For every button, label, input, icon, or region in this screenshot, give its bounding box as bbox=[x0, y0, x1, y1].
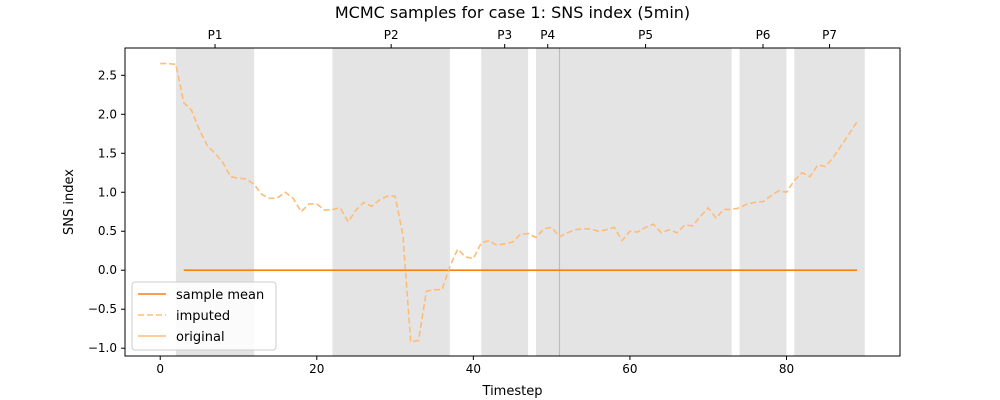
x-tick-label: 60 bbox=[622, 362, 637, 376]
period-band-p3 bbox=[481, 48, 529, 356]
period-label: P2 bbox=[384, 28, 399, 42]
period-label: P4 bbox=[540, 28, 555, 42]
plot-frame bbox=[124, 47, 901, 357]
period-label: P3 bbox=[497, 28, 512, 42]
period-band-p7 bbox=[794, 48, 865, 356]
y-tick-label: 2.0 bbox=[98, 107, 117, 121]
legend-label: original bbox=[176, 330, 225, 345]
x-axis: 0 20 40 60 80 bbox=[156, 356, 794, 376]
legend-label: imputed bbox=[176, 309, 230, 324]
x-tick-label: 20 bbox=[309, 362, 324, 376]
y-tick-label: 0.0 bbox=[98, 263, 117, 277]
period-label: P1 bbox=[208, 28, 223, 42]
chart-title: MCMC samples for case 1: SNS index (5min… bbox=[335, 3, 690, 22]
y-axis-label: SNS index bbox=[62, 169, 77, 235]
series-layer bbox=[160, 62, 858, 343]
y-tick-label: 2.5 bbox=[98, 68, 117, 82]
x-tick-label: 80 bbox=[779, 362, 794, 376]
period-band-p4 bbox=[535, 48, 560, 356]
y-tick-label: 0.5 bbox=[98, 224, 117, 238]
y-tick-label: 1.5 bbox=[98, 146, 117, 160]
x-tick-label: 40 bbox=[466, 362, 481, 376]
period-shading bbox=[175, 48, 865, 356]
period-labels: P1 P2 P3 P4 P5 P6 P7 bbox=[208, 28, 837, 48]
y-tick-label: −0.5 bbox=[88, 302, 117, 316]
legend-label: sample mean bbox=[176, 288, 264, 303]
period-label: P7 bbox=[822, 28, 837, 42]
y-axis: −1.0 −0.5 0.0 0.5 1.0 1.5 2.0 2.5 bbox=[88, 68, 125, 355]
period-label: P6 bbox=[756, 28, 771, 42]
y-tick-label: 1.0 bbox=[98, 185, 117, 199]
x-tick-label: 0 bbox=[156, 362, 164, 376]
x-axis-label: Timestep bbox=[482, 384, 543, 399]
y-tick-label: −1.0 bbox=[88, 341, 117, 355]
period-band-p2 bbox=[332, 48, 450, 356]
period-label: P5 bbox=[638, 28, 653, 42]
series-line-imputed bbox=[160, 62, 858, 343]
legend-box bbox=[131, 281, 277, 351]
legend: sample mean imputed original bbox=[131, 281, 277, 351]
period-band-p5 bbox=[559, 48, 732, 356]
